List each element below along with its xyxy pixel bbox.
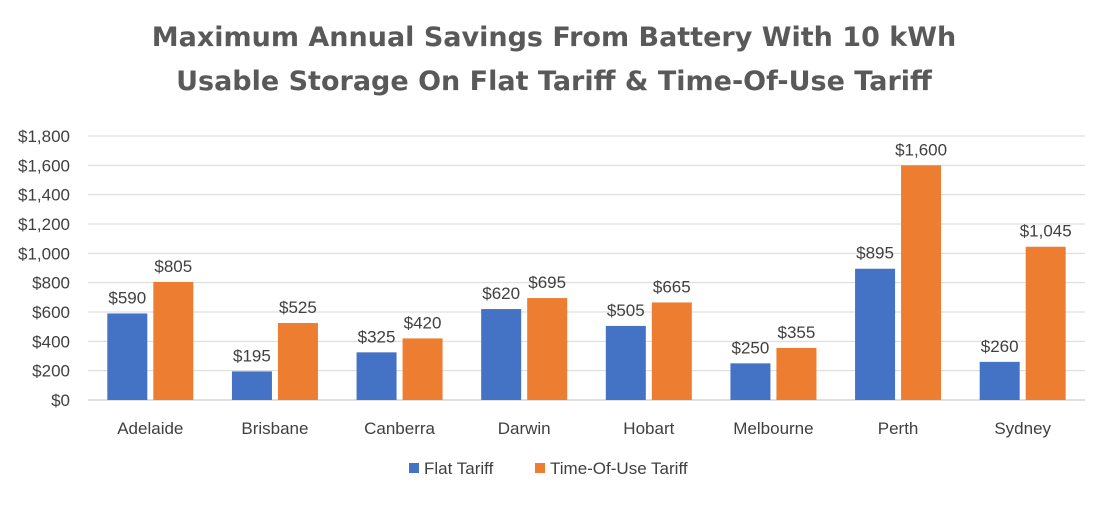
data-label: $260 xyxy=(981,337,1019,356)
x-tick-label: Adelaide xyxy=(117,419,183,438)
bar-time-of-use-tariff xyxy=(402,338,443,400)
bar-time-of-use-tariff xyxy=(651,302,692,400)
data-label: $325 xyxy=(358,327,396,346)
data-label: $1,045 xyxy=(1020,222,1072,241)
y-tick-label: $1,000 xyxy=(18,244,70,263)
bar-time-of-use-tariff xyxy=(776,347,817,400)
x-tick-label: Melbourne xyxy=(733,419,813,438)
y-tick-label: $400 xyxy=(32,332,70,351)
y-tick-label: $600 xyxy=(32,303,70,322)
x-tick-label: Perth xyxy=(878,419,919,438)
y-tick-label: $200 xyxy=(32,362,70,381)
bar-flat-tariff xyxy=(107,313,148,400)
data-label: $420 xyxy=(404,313,442,332)
bar-flat-tariff xyxy=(231,371,272,400)
y-tick-label: $1,200 xyxy=(18,215,70,234)
bar-flat-tariff xyxy=(730,363,771,400)
bar-flat-tariff xyxy=(605,325,646,400)
y-tick-label: $0 xyxy=(51,391,70,410)
data-label: $505 xyxy=(607,301,645,320)
legend-label: Time-Of-Use Tariff xyxy=(550,459,688,478)
x-tick-label: Canberra xyxy=(364,419,435,438)
chart-title-line-2: Usable Storage On Flat Tariff & Time-Of-… xyxy=(176,66,932,97)
y-tick-label: $1,800 xyxy=(18,127,70,146)
bar-time-of-use-tariff xyxy=(527,298,568,400)
data-label: $805 xyxy=(154,257,192,276)
x-tick-label: Hobart xyxy=(623,419,674,438)
data-label: $695 xyxy=(528,273,566,292)
legend-swatch-time-of-use-tariff xyxy=(535,463,545,473)
bar-time-of-use-tariff xyxy=(1025,246,1066,400)
data-label: $590 xyxy=(108,288,146,307)
data-label: $195 xyxy=(233,346,271,365)
data-label: $525 xyxy=(279,298,317,317)
bar-flat-tariff xyxy=(481,309,522,400)
bar-time-of-use-tariff xyxy=(153,281,194,400)
bar-flat-tariff xyxy=(855,268,896,400)
data-label: $250 xyxy=(732,338,770,357)
data-label: $620 xyxy=(482,284,520,303)
x-tick-label: Sydney xyxy=(994,419,1051,438)
x-tick-label: Darwin xyxy=(498,419,551,438)
legend-label: Flat Tariff xyxy=(424,459,494,478)
bar-time-of-use-tariff xyxy=(277,323,318,400)
data-label: $665 xyxy=(653,277,691,296)
chart-title-line-1: Maximum Annual Savings From Battery With… xyxy=(151,22,957,53)
data-label: $1,600 xyxy=(895,140,947,159)
data-label: $355 xyxy=(778,323,816,342)
legend-swatch-flat-tariff xyxy=(409,463,419,473)
bar-flat-tariff xyxy=(979,361,1020,400)
data-label: $895 xyxy=(856,244,894,263)
y-tick-label: $1,600 xyxy=(18,156,70,175)
x-tick-label: Brisbane xyxy=(241,419,308,438)
bar-flat-tariff xyxy=(356,352,397,400)
bar-time-of-use-tariff xyxy=(901,165,942,400)
y-tick-label: $800 xyxy=(32,274,70,293)
y-tick-label: $1,400 xyxy=(18,186,70,205)
